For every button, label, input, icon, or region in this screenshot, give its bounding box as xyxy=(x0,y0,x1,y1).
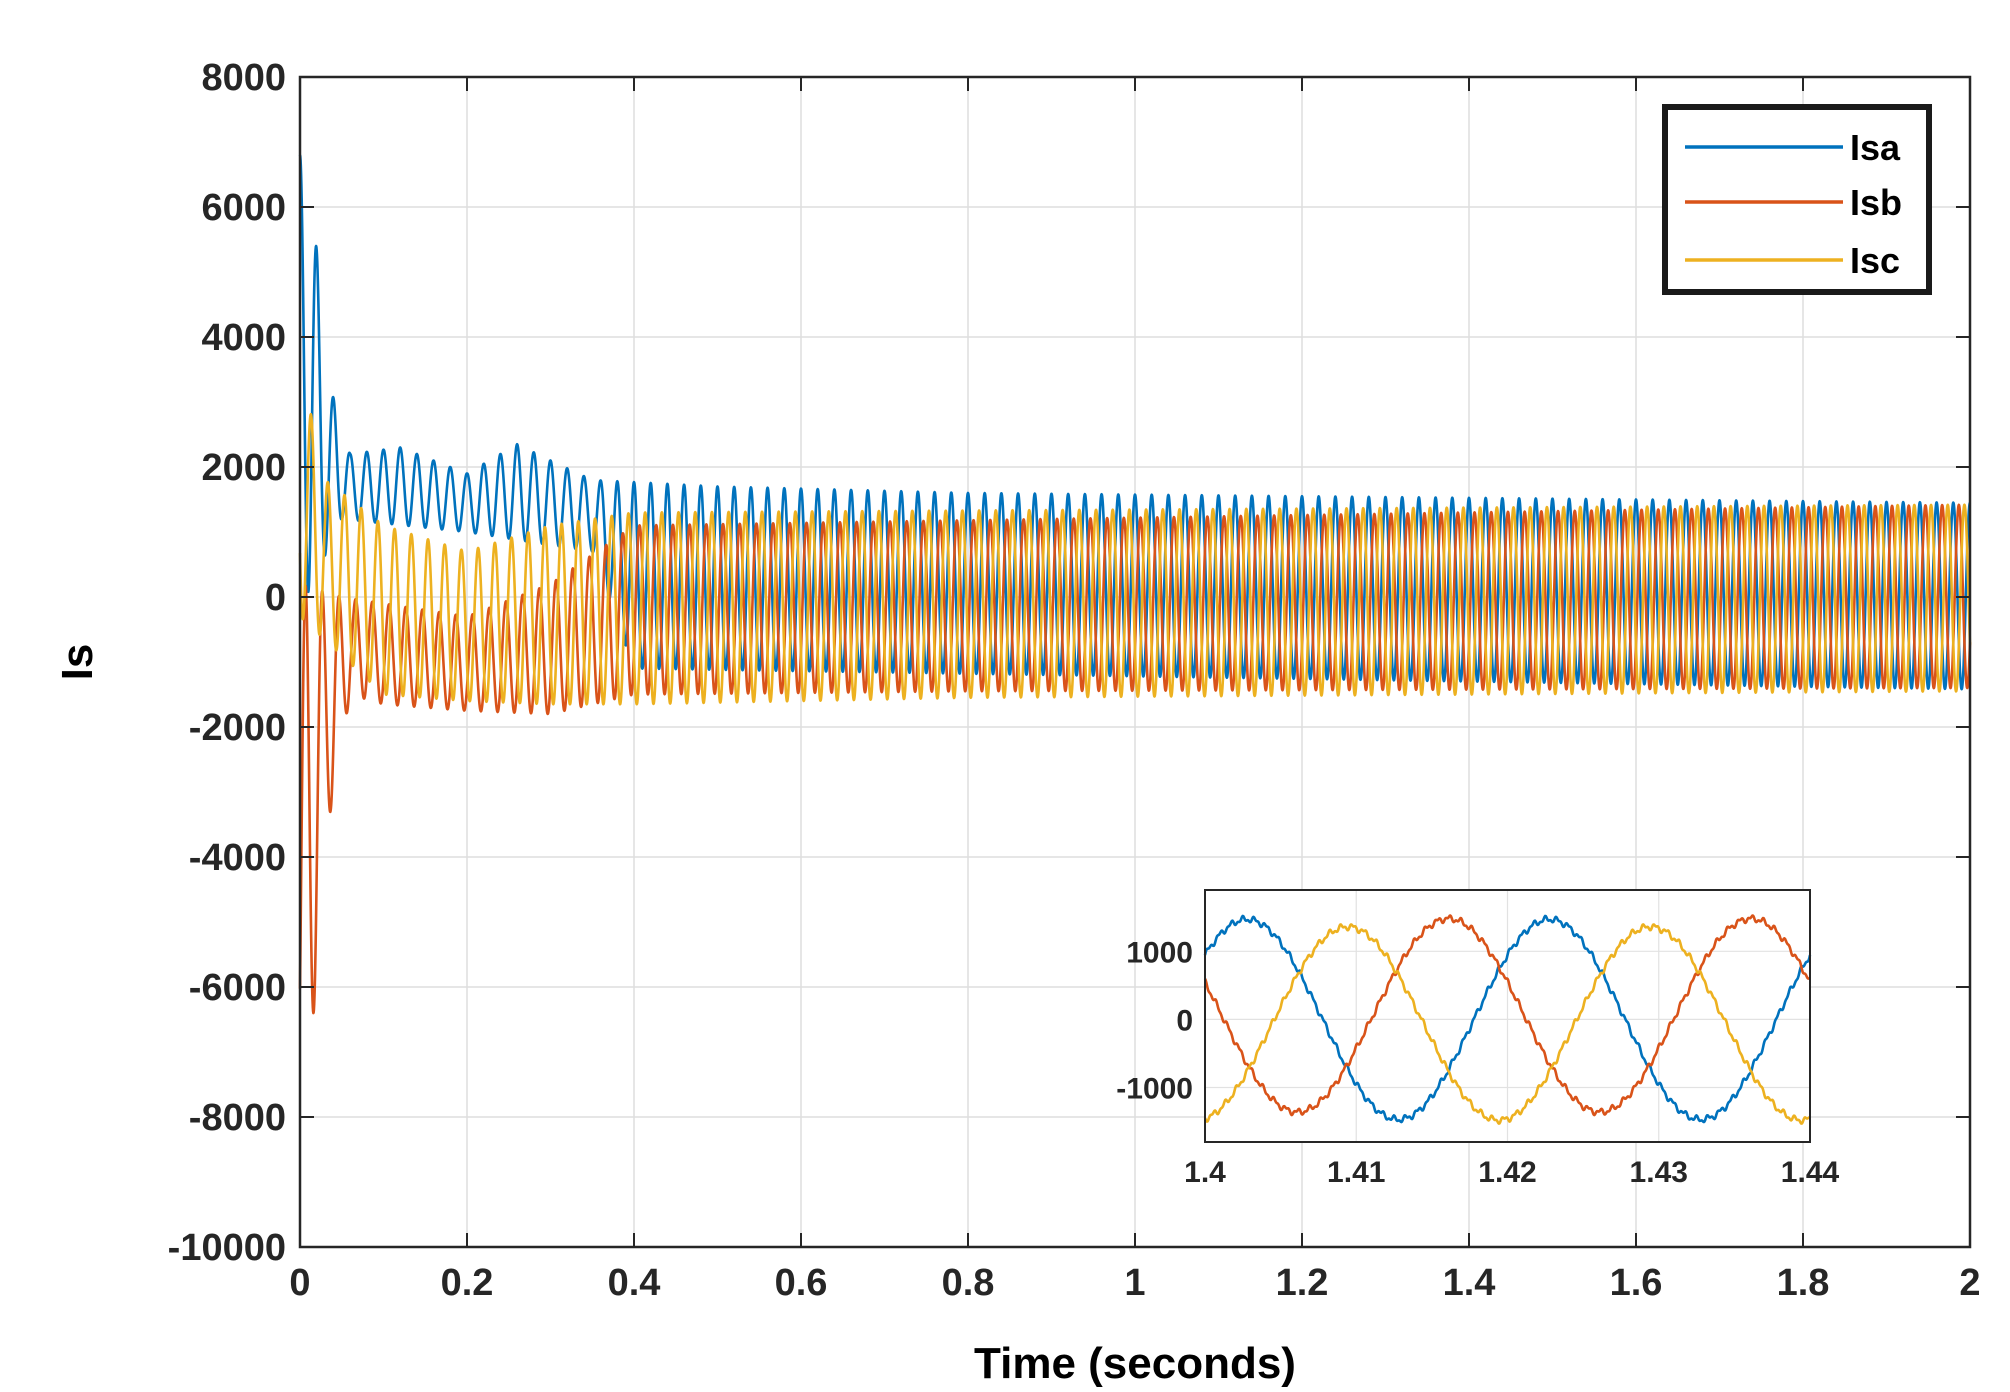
y-tick-label: 0 xyxy=(265,577,286,619)
main-series xyxy=(298,154,1972,1015)
x-tick-label: 0.2 xyxy=(441,1262,494,1304)
inset-x-tick-label: 1.41 xyxy=(1327,1156,1385,1189)
inset-x-tick-label: 1.4 xyxy=(1184,1156,1226,1189)
inset-x-tick-label: 1.44 xyxy=(1781,1156,1840,1189)
y-tick-label: -4000 xyxy=(189,837,286,879)
y-tick-label: -8000 xyxy=(189,1097,286,1139)
inset-y-tick-label: 0 xyxy=(1176,1004,1193,1037)
x-tick-label: 0.4 xyxy=(608,1262,661,1304)
inset-x-tick-label: 1.43 xyxy=(1630,1156,1688,1189)
x-tick-label: 1.4 xyxy=(1443,1262,1496,1304)
inset-series-line-isc xyxy=(1203,923,1811,1125)
legend-label-isa: Isa xyxy=(1850,127,1901,168)
inset-series xyxy=(1203,914,1812,1125)
x-tick-label: 0.8 xyxy=(942,1262,995,1304)
y-tick-label: 8000 xyxy=(201,57,286,99)
y-tick-label: -6000 xyxy=(189,967,286,1009)
inset-series-line-isb xyxy=(1203,914,1811,1117)
x-tick-label: 1 xyxy=(1124,1262,1145,1304)
x-tick-label: 0.6 xyxy=(775,1262,828,1304)
legend-label-isb: Isb xyxy=(1850,182,1902,223)
y-tick-label: -2000 xyxy=(189,707,286,749)
series-line-isc xyxy=(298,412,1972,706)
x-axis-label: Time (seconds) xyxy=(974,1339,1296,1388)
inset-y-tick-label: -1000 xyxy=(1116,1073,1193,1106)
inset-series-line-isa xyxy=(1203,914,1812,1124)
y-tick-label: 6000 xyxy=(201,187,286,229)
y-axis-label: Is xyxy=(53,644,102,681)
inset-y-tick-label: 1000 xyxy=(1126,936,1193,969)
inset-ticks: 1.4 1.41 1.42 1.43 1.44 -1000 0 1000 xyxy=(1116,936,1839,1189)
y-tick-label: 4000 xyxy=(201,317,286,359)
x-tick-label: 1.8 xyxy=(1777,1262,1830,1304)
inset-x-tick-label: 1.42 xyxy=(1478,1156,1536,1189)
x-tick-label: 1.2 xyxy=(1276,1262,1329,1304)
x-tick-label: 0 xyxy=(289,1262,310,1304)
inset-frame xyxy=(1204,889,1811,1143)
x-tick-label: 1.6 xyxy=(1610,1262,1663,1304)
y-tick-label: 2000 xyxy=(201,447,286,489)
x-tick-label: 2 xyxy=(1959,1262,1980,1304)
y-tick-label: -10000 xyxy=(168,1227,286,1269)
inset-plot: 1.4 1.41 1.42 1.43 1.44 -1000 0 1000 xyxy=(1116,889,1840,1189)
legend-label-isc: Isc xyxy=(1850,240,1900,281)
main-ticks: 0 0.2 0.4 0.6 0.8 1 1.2 1.4 1.6 1.8 2-10000-8000-6… xyxy=(168,57,1981,1304)
legend: Isa Isb Isc xyxy=(1662,104,1932,295)
